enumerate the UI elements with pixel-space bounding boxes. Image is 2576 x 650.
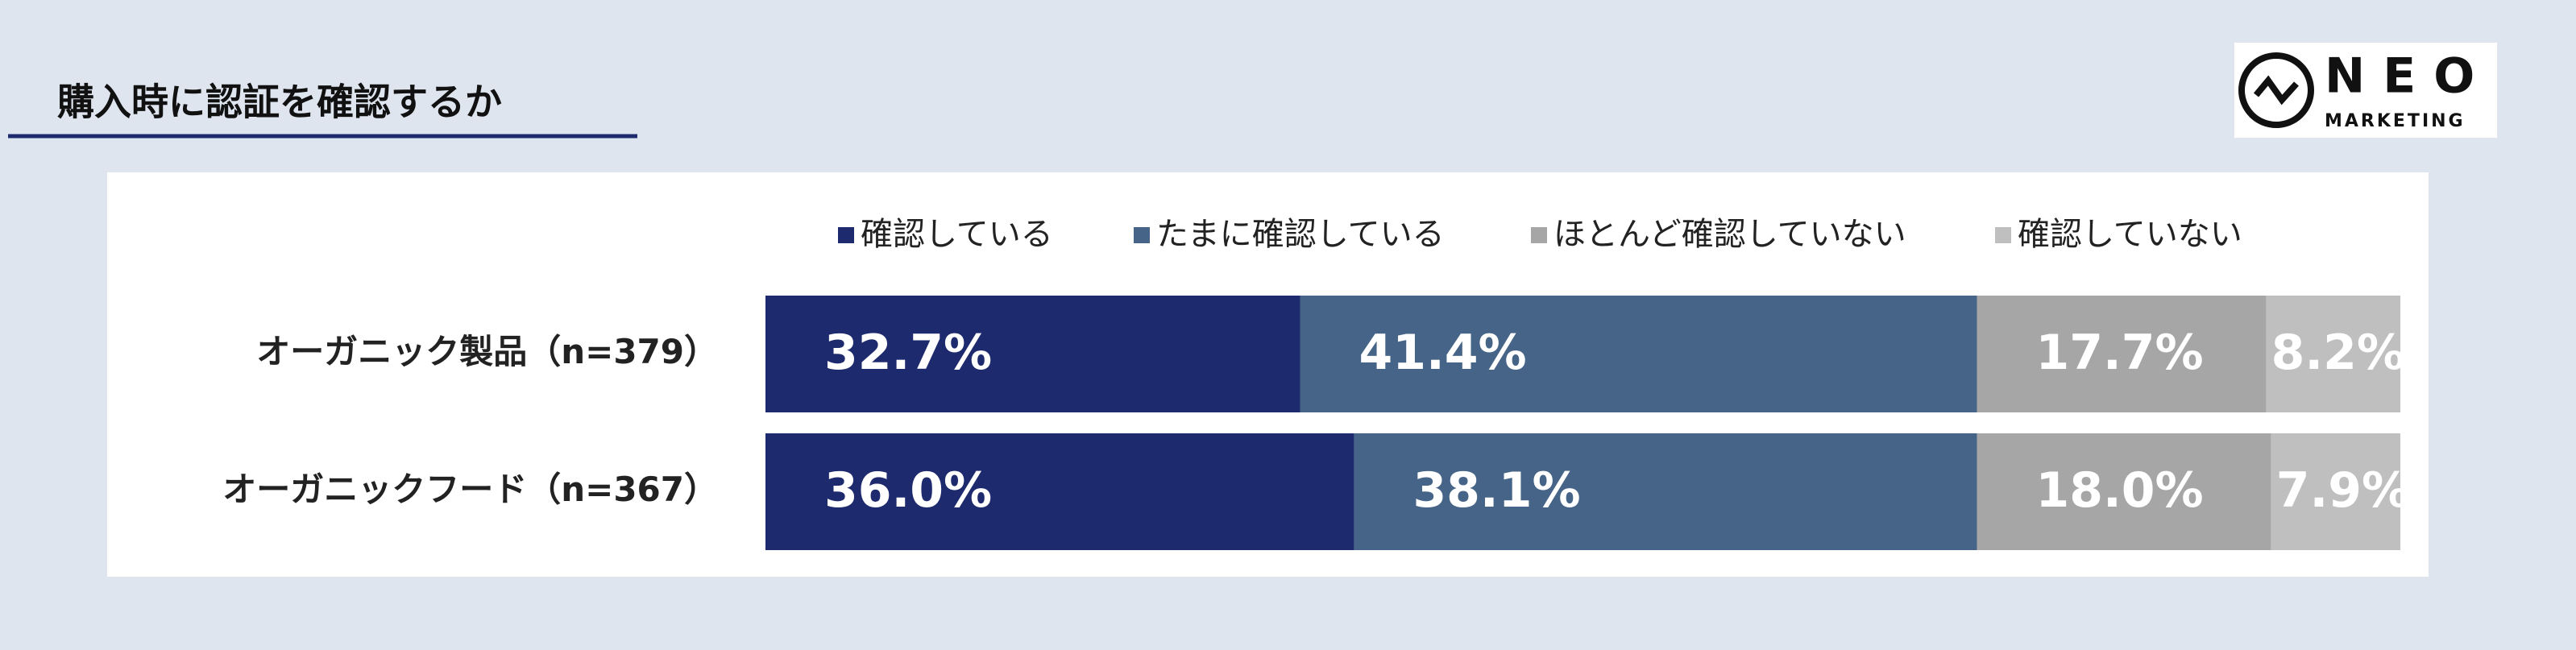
value-label: 32.7% [824,325,992,381]
legend-swatch [1995,227,2011,243]
bar-segment [1977,296,2267,412]
logo-subtitle: MARKETING [2325,111,2466,131]
bar-segment [1354,433,1977,550]
logo-circle [2238,52,2314,128]
legend-label: たまに確認している [1156,216,1445,253]
legend-swatch [838,227,854,243]
bar-segment [765,433,1354,550]
value-label: 8.2% [2271,325,2405,381]
plot: 確認している たまに確認している ほとんど確認していない 確認していないオーガニック製… [222,216,2410,550]
value-label: 17.7% [2035,325,2203,381]
category-label: オーガニックフード（n=367） [222,470,718,509]
bar-segment [2271,433,2400,550]
legend-swatch [1531,227,1547,243]
legend-label: ほとんど確認していない [1553,216,1906,253]
bar-segment [765,296,1300,412]
bar-segment [1300,296,1977,412]
logo-icon [2253,75,2299,106]
value-label: 7.9% [2276,462,2410,519]
value-label: 18.0% [2035,462,2203,519]
legend-label: 確認している [861,216,1053,253]
bar-segment [2266,296,2400,412]
logo-name: NEO [2325,48,2492,105]
bar-segment [1977,433,2271,550]
legend-label: 確認していない [2018,216,2242,253]
value-label: 41.4% [1359,325,1526,381]
chart-title: 購入時に認証を確認するか [57,81,502,124]
category-label: オーガニック製品（n=379） [256,332,718,371]
value-label: 38.1% [1412,462,1580,519]
value-label: 36.0% [824,462,992,519]
logo: NEO MARKETING [2234,43,2497,138]
legend-swatch [1134,227,1150,243]
